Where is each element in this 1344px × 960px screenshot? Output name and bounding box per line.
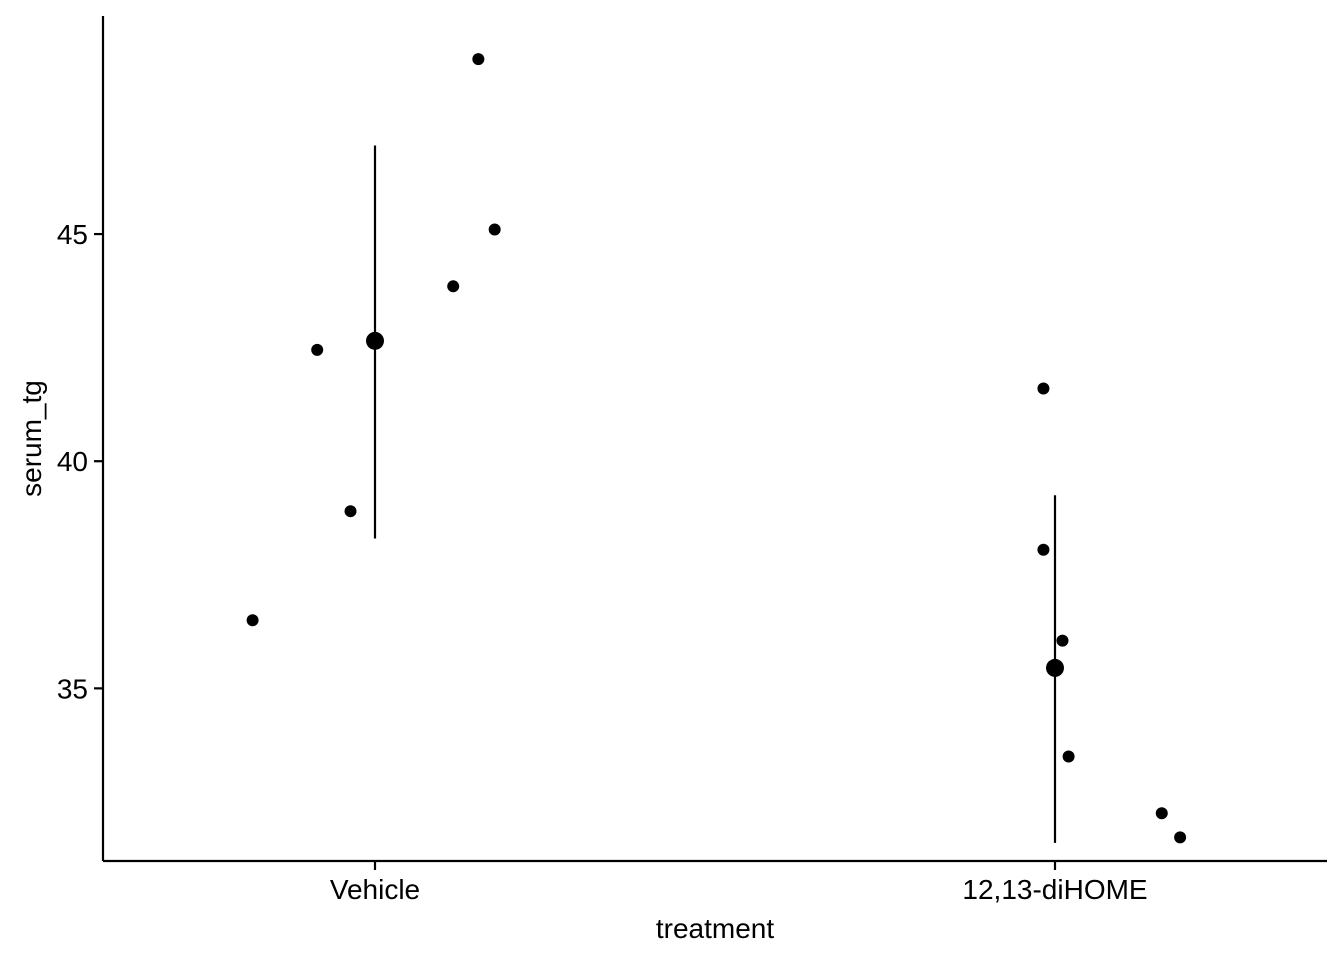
- data-point: [1037, 382, 1050, 395]
- x-axis: Vehicle 12,13-diHOME: [330, 861, 1148, 905]
- data-point: [311, 343, 324, 356]
- y-axis: 35 40 45: [57, 219, 103, 704]
- data-point: [246, 614, 259, 627]
- x-tick-label: 12,13-diHOME: [962, 874, 1147, 905]
- data-point: [1062, 750, 1075, 763]
- mean-point: [366, 331, 384, 350]
- y-tick-label: 40: [57, 446, 88, 477]
- data-point: [1174, 831, 1187, 844]
- data-point: [1056, 634, 1069, 647]
- y-tick-label: 45: [57, 219, 88, 250]
- data-point: [1155, 807, 1168, 820]
- data-point: [447, 280, 460, 293]
- x-axis-title: treatment: [656, 913, 774, 944]
- x-tick-label: Vehicle: [330, 874, 420, 905]
- data-point: [488, 223, 501, 236]
- mean-point: [1046, 658, 1064, 677]
- y-axis-title: serum_tg: [16, 380, 47, 497]
- data-point: [472, 53, 485, 66]
- plot-area: [246, 53, 1187, 844]
- data-point: [344, 505, 357, 518]
- y-tick-label: 35: [57, 673, 88, 704]
- data-point: [1037, 543, 1050, 556]
